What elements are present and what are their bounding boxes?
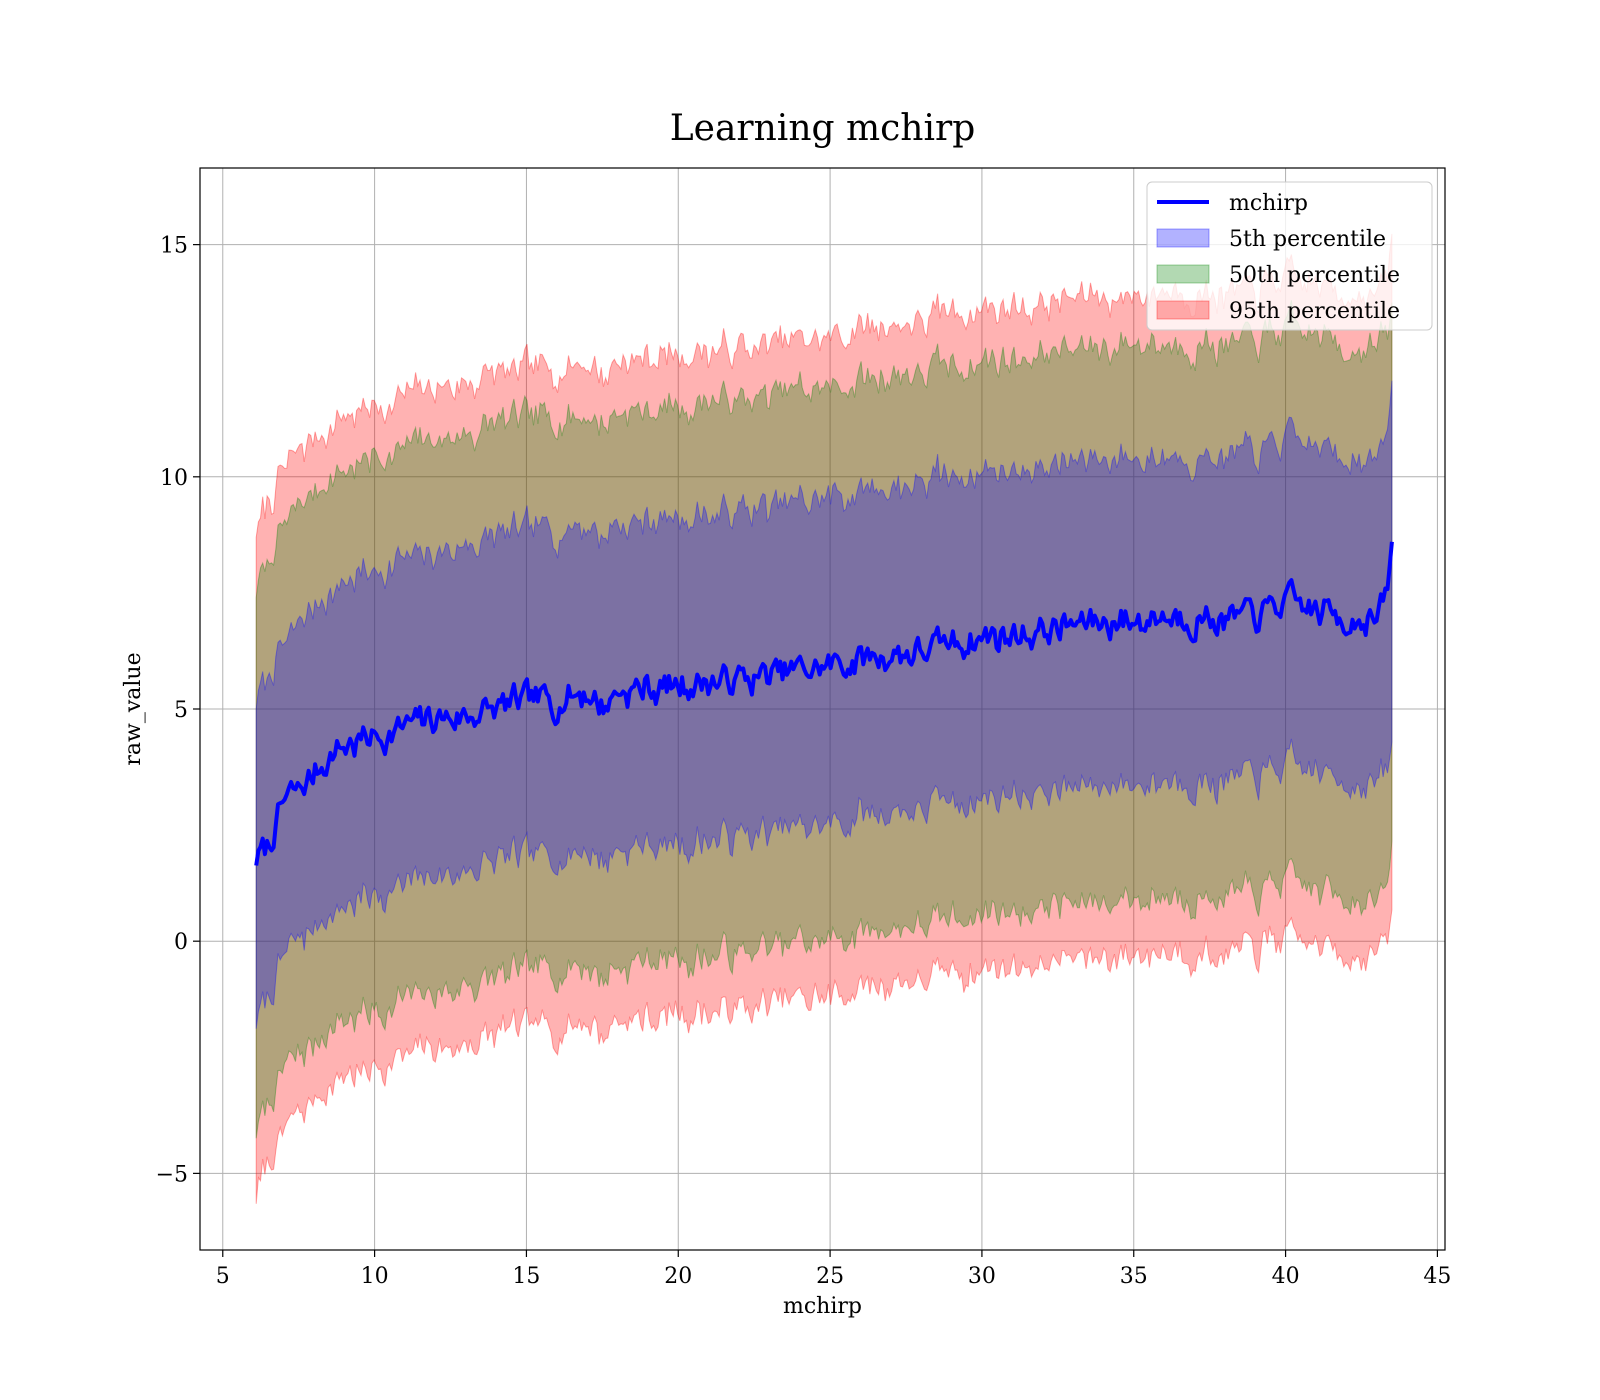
chart-title: Learning mchirp [670,108,976,149]
legend-label: 5th percentile [1229,227,1386,252]
y-tick-label: 5 [174,698,188,723]
band-50th-percentile [255,300,1393,1139]
x-axis-ticks: 5 10 15 20 25 30 35 40 45 [216,1250,1451,1289]
x-tick-label: 20 [664,1264,692,1289]
y-tick-label: 10 [160,466,188,491]
legend-label: 50th percentile [1229,263,1400,288]
x-tick-label: 15 [512,1264,540,1289]
x-tick-label: 45 [1423,1264,1451,1289]
band-95th-percentile [255,233,1393,1204]
x-tick-label: 30 [968,1264,996,1289]
legend-box [1146,181,1433,331]
legend-label: 95th percentile [1229,299,1400,324]
y-tick-label: 0 [174,930,188,955]
legend-swatch-patch [1156,228,1210,248]
x-axis-label: mchirp [783,1294,862,1319]
series-line-mchirp [254,541,1394,866]
legend-swatch-patch [1156,264,1210,284]
legend-label: mchirp [1229,191,1308,216]
y-tick-label: 15 [160,234,188,259]
y-tick-label: −5 [156,1162,188,1187]
x-tick-label: 10 [361,1264,389,1289]
y-axis-label: raw_value [121,652,146,765]
data-lines [254,541,1394,866]
legend-swatch-patch [1156,300,1210,320]
band-5th-percentile [255,380,1393,1029]
legend: mchirp 5th percentile 50th percentile 95th … [1146,181,1433,331]
x-tick-label: 35 [1120,1264,1148,1289]
x-tick-label: 5 [216,1264,230,1289]
y-axis-ticks: −5 0 5 10 15 [156,234,200,1187]
percentile-bands [255,233,1393,1204]
x-tick-label: 40 [1272,1264,1300,1289]
x-tick-label: 25 [816,1264,844,1289]
